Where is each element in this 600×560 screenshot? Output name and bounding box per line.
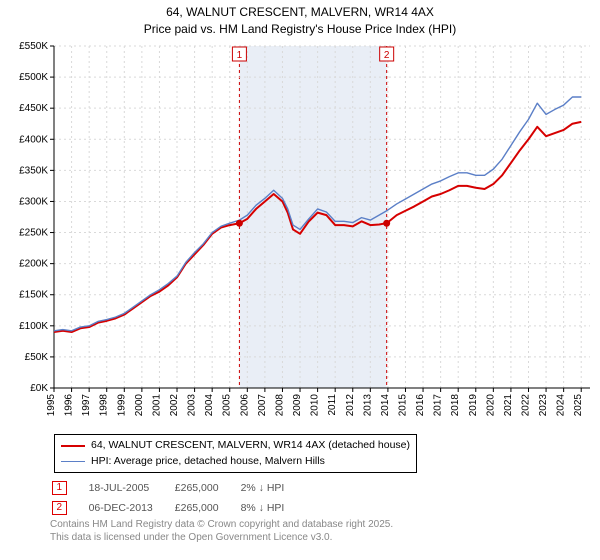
y-tick-label: £200K: [19, 259, 48, 270]
legend-label: 64, WALNUT CRESCENT, MALVERN, WR14 4AX (…: [91, 438, 410, 454]
row-date: 18-JUL-2005: [89, 479, 173, 497]
x-tick-label: 2010: [310, 394, 321, 417]
x-tick-label: 2017: [433, 394, 444, 417]
chart-plot: £0K £50K £100K £150K £200K £250K £300K £350K £40…: [0, 38, 600, 430]
table-row: 1 18-JUL-2005£265,0002% ↓ HPI: [52, 479, 304, 497]
sales-table: 1 18-JUL-2005£265,0002% ↓ HPI 2 06-DEC-2013…: [50, 477, 306, 519]
x-tick-label: 2018: [450, 394, 461, 417]
title-line-1: 64, WALNUT CRESCENT, MALVERN, WR14 4AX: [0, 4, 600, 21]
table-row: 2 06-DEC-2013£265,0008% ↓ HPI: [52, 499, 304, 517]
x-tick-label: 2001: [151, 394, 162, 417]
x-tick-label: 2005: [222, 394, 233, 417]
sale-marker-label: 2: [384, 50, 390, 61]
x-tick-label: 1995: [46, 394, 57, 417]
y-tick-label: £50K: [25, 352, 49, 363]
x-tick-label: 2014: [380, 394, 391, 417]
x-tick-label: 2024: [556, 394, 567, 417]
x-tick-label: 2004: [204, 394, 215, 417]
y-tick-label: £100K: [19, 321, 48, 332]
x-tick-label: 2012: [345, 394, 356, 417]
y-tick-label: £550K: [19, 41, 48, 52]
y-tick-label: £400K: [19, 134, 48, 145]
x-tick-label: 2000: [134, 394, 145, 417]
chart-svg: £0K £50K £100K £150K £200K £250K £300K £350K £40…: [0, 38, 600, 430]
y-tick-label: £300K: [19, 196, 48, 207]
y-tick-label: £450K: [19, 103, 48, 114]
sale-marker-dot: [383, 220, 390, 227]
x-tick-label: 1997: [81, 394, 92, 417]
x-tick-label: 2008: [274, 394, 285, 417]
chart-title: 64, WALNUT CRESCENT, MALVERN, WR14 4AX P…: [0, 0, 600, 38]
x-tick-label: 2007: [257, 394, 268, 417]
row-price: £265,000: [175, 479, 239, 497]
y-tick-label: £150K: [19, 290, 48, 301]
attribution: Contains HM Land Registry data © Crown c…: [50, 518, 393, 544]
legend-item: HPI: Average price, detached house, Malv…: [61, 454, 410, 470]
attribution-line-1: Contains HM Land Registry data © Crown c…: [50, 518, 393, 531]
x-tick-label: 2016: [415, 394, 426, 417]
x-tick-label: 2020: [485, 394, 496, 417]
legend-label: HPI: Average price, detached house, Malv…: [91, 454, 325, 470]
x-tick-label: 2002: [169, 394, 180, 417]
y-tick-label: £350K: [19, 165, 48, 176]
row-price: £265,000: [175, 499, 239, 517]
title-line-2: Price paid vs. HM Land Registry's House …: [0, 21, 600, 38]
y-tick-label: £500K: [19, 72, 48, 83]
x-tick-label: 2021: [503, 394, 514, 417]
x-tick-label: 2003: [187, 394, 198, 417]
x-tick-label: 2025: [573, 394, 584, 417]
legend-item: 64, WALNUT CRESCENT, MALVERN, WR14 4AX (…: [61, 438, 410, 454]
y-tick-label: £250K: [19, 228, 48, 239]
x-tick-label: 2015: [397, 394, 408, 417]
x-tick-label: 2019: [468, 394, 479, 417]
row-marker: 1: [52, 481, 67, 495]
x-tick-label: 2011: [327, 394, 338, 416]
x-tick-label: 1998: [99, 394, 110, 417]
y-tick-label: £0K: [30, 383, 48, 394]
sale-marker-label: 1: [237, 50, 243, 61]
chart-container: 64, WALNUT CRESCENT, MALVERN, WR14 4AX P…: [0, 0, 600, 560]
row-delta: 2% ↓ HPI: [241, 479, 305, 497]
x-tick-label: 1999: [116, 394, 127, 417]
x-tick-label: 2006: [239, 394, 250, 417]
legend-swatch: [61, 445, 85, 447]
legend: 64, WALNUT CRESCENT, MALVERN, WR14 4AX (…: [54, 434, 417, 473]
x-tick-label: 2013: [362, 394, 373, 417]
sale-marker-dot: [236, 220, 243, 227]
x-tick-label: 1996: [64, 394, 75, 417]
x-tick-label: 2023: [538, 394, 549, 417]
x-tick-label: 2022: [520, 394, 531, 417]
x-tick-label: 2009: [292, 394, 303, 417]
row-marker: 2: [52, 501, 67, 515]
attribution-line-2: This data is licensed under the Open Gov…: [50, 531, 393, 544]
legend-swatch: [61, 461, 85, 462]
row-delta: 8% ↓ HPI: [241, 499, 305, 517]
row-date: 06-DEC-2013: [89, 499, 173, 517]
